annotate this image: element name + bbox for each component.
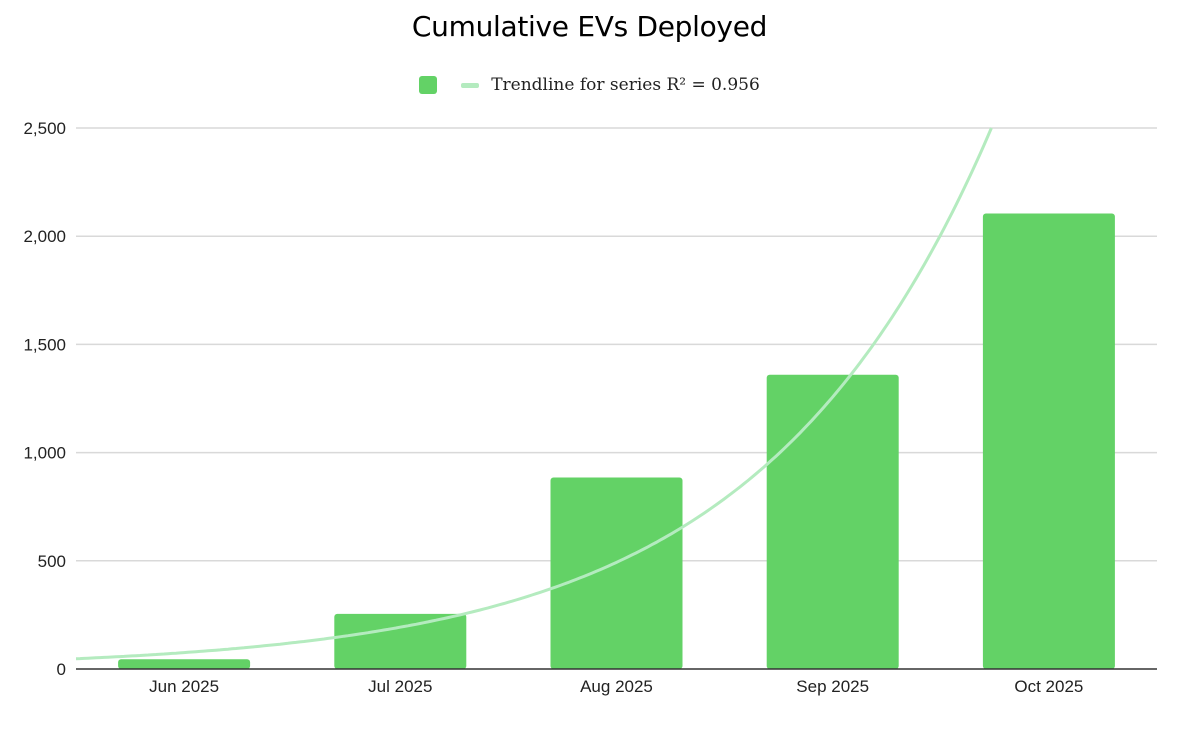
legend-trendline-label: Trendline for series R² = 0.956: [491, 75, 760, 95]
legend-bar-swatch: [419, 76, 438, 94]
x-tick-label: Sep 2025: [796, 677, 869, 696]
bar: [550, 477, 683, 669]
y-tick-label: 2,000: [23, 227, 66, 246]
bar: [766, 374, 899, 669]
y-tick-label: 0: [57, 660, 66, 679]
y-tick-label: 2,500: [23, 119, 66, 138]
bar: [118, 659, 251, 669]
gridlines: [76, 127, 1157, 562]
x-tick-label: Jul 2025: [368, 677, 432, 696]
chart-title: Cumulative EVs Deployed: [411, 10, 768, 43]
legend: Trendline for series R² = 0.956: [0, 72, 1179, 98]
bars: [118, 213, 1115, 669]
bar: [334, 613, 467, 669]
bar: [982, 213, 1115, 669]
legend-trendline-swatch: [461, 82, 480, 88]
y-tick-label: 1,000: [23, 444, 66, 463]
x-tick-label: Oct 2025: [1014, 677, 1083, 696]
y-tick-label: 1,500: [23, 335, 66, 354]
x-tick-label: Aug 2025: [580, 677, 653, 696]
y-tick-label: 500: [38, 552, 66, 571]
x-tick-label: Jun 2025: [149, 677, 219, 696]
trendline: [75, 127, 993, 661]
x-axis-labels: Jun 2025 Jul 2025 Aug 2025 Sep 2025 Oct 2025: [149, 677, 1083, 696]
y-axis-labels: 0 500 1,000 1,500 2,000 2,500: [23, 119, 66, 679]
trendline-group: [75, 127, 993, 661]
